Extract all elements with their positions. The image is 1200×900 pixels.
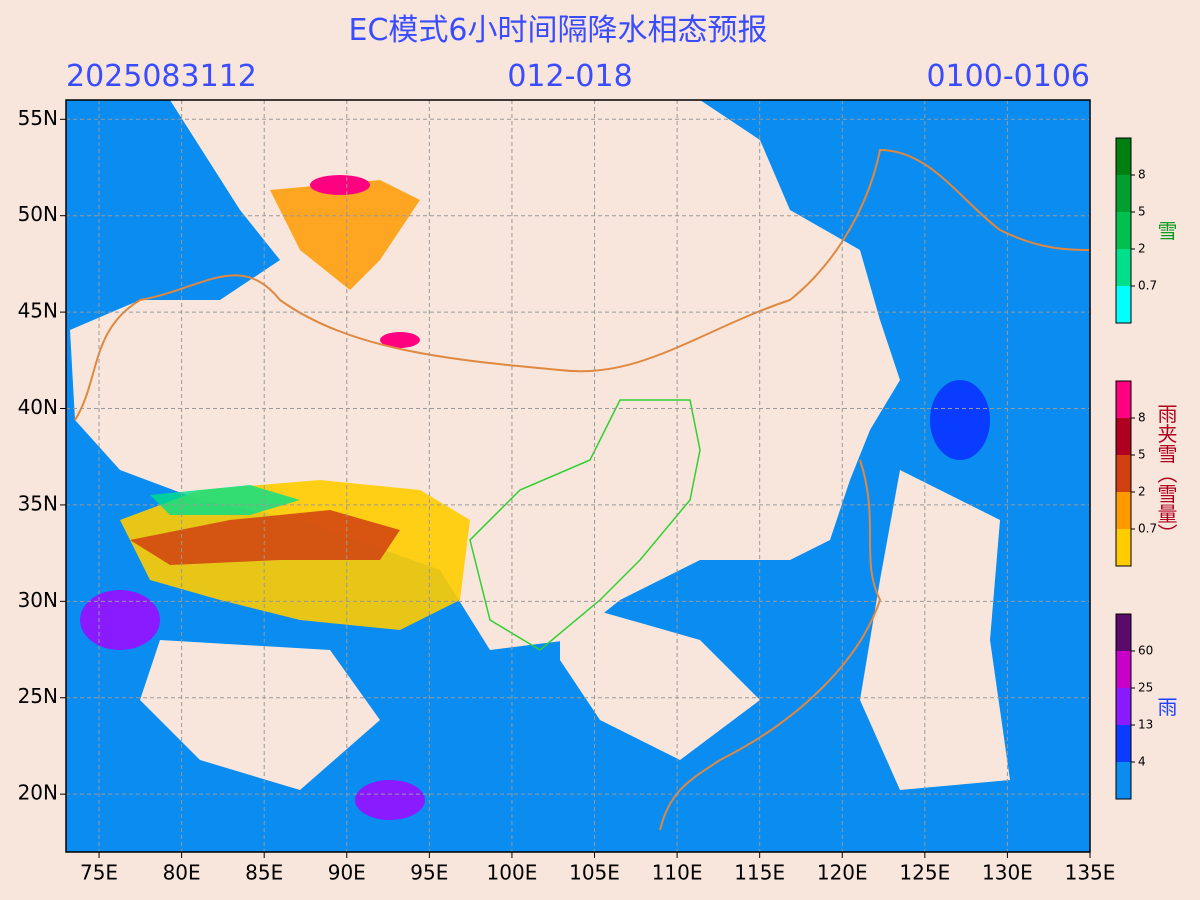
heavy-rain: [80, 590, 160, 650]
sleet-area: [270, 180, 420, 290]
x-tick-label: 100E: [487, 861, 538, 885]
legend-name: 雨: [1154, 697, 1178, 717]
x-tick-label: 110E: [652, 861, 703, 885]
legend-name: 雨夹雪（雪量）: [1154, 404, 1178, 544]
sleet-core: [310, 175, 370, 195]
y-tick-label: 30N: [18, 588, 58, 612]
color-swatch: [1116, 688, 1131, 725]
level-label: 0.7: [1138, 279, 1157, 293]
dry-area: [140, 640, 380, 790]
x-tick-label: 75E: [80, 861, 118, 885]
color-swatch: [1116, 651, 1131, 688]
x-tick-label: 105E: [569, 861, 620, 885]
color-swatch: [1116, 455, 1131, 492]
level-label: 8: [1138, 411, 1146, 425]
color-swatch: [1116, 212, 1131, 249]
level-label: 0.7: [1138, 522, 1157, 536]
color-swatch: [1116, 529, 1131, 566]
title: EC模式6小时间隔降水相态预报: [349, 13, 768, 48]
valid-time: 0100-0106: [926, 59, 1090, 94]
y-tick-label: 40N: [18, 395, 58, 419]
x-tick-label: 135E: [1065, 861, 1116, 885]
y-tick-label: 55N: [18, 106, 58, 130]
x-tick-label: 115E: [734, 861, 785, 885]
level-label: 5: [1138, 448, 1146, 462]
river-basin: [469, 399, 701, 651]
sleet-core: [130, 510, 400, 565]
level-label: 60: [1138, 644, 1153, 658]
level-label: 25: [1138, 681, 1153, 695]
color-swatch: [1116, 381, 1131, 418]
dry-area: [860, 470, 1010, 790]
color-swatch: [1116, 492, 1131, 529]
y-tick-label: 25N: [18, 684, 58, 708]
y-tick-label: 45N: [18, 299, 58, 323]
color-swatch: [1116, 286, 1131, 323]
map-frame: [65, 99, 1091, 853]
level-label: 2: [1138, 485, 1146, 499]
color-swatch: [1116, 175, 1131, 212]
x-tick-label: 130E: [982, 861, 1033, 885]
border: [74, 148, 1090, 421]
colorbar-frame: [1115, 380, 1132, 567]
color-swatch: [1116, 249, 1131, 286]
y-tick-label: 20N: [18, 781, 58, 805]
x-tick-label: 95E: [410, 861, 448, 885]
colorbar-frame: [1115, 137, 1132, 324]
x-tick-label: 80E: [163, 861, 201, 885]
legend-name: 雪: [1154, 221, 1178, 241]
init-time: 2025083112: [66, 59, 257, 94]
x-tick-label: 125E: [899, 861, 950, 885]
grid: 75E 80E 85E 90E 95E 100E 105E 110E 115E 120E 125E 1…: [18, 100, 1116, 885]
colorbar-frame: [1115, 613, 1132, 800]
map: [66, 100, 1090, 852]
heavy-rain: [355, 780, 425, 820]
level-label: 5: [1138, 205, 1146, 219]
heavy-rain: [930, 380, 990, 460]
color-swatch: [1116, 725, 1131, 762]
x-tick-label: 90E: [328, 861, 366, 885]
level-label: 13: [1138, 718, 1153, 732]
level-label: 4: [1138, 755, 1146, 769]
level-label: 2: [1138, 242, 1146, 256]
snow-area: [150, 485, 300, 515]
color-swatch: [1116, 762, 1131, 799]
dry-area: [560, 600, 760, 760]
x-tick-label: 85E: [245, 861, 283, 885]
color-swatch: [1116, 138, 1131, 175]
x-tick-label: 120E: [817, 861, 868, 885]
forecast-hours: 012-018: [507, 59, 632, 94]
color-swatch: [1116, 418, 1131, 455]
sleet-core: [380, 332, 420, 348]
level-label: 8: [1138, 168, 1146, 182]
color-swatch: [1116, 614, 1131, 651]
y-tick-label: 35N: [18, 491, 58, 515]
y-tick-label: 50N: [18, 202, 58, 226]
coastline: [659, 459, 882, 831]
